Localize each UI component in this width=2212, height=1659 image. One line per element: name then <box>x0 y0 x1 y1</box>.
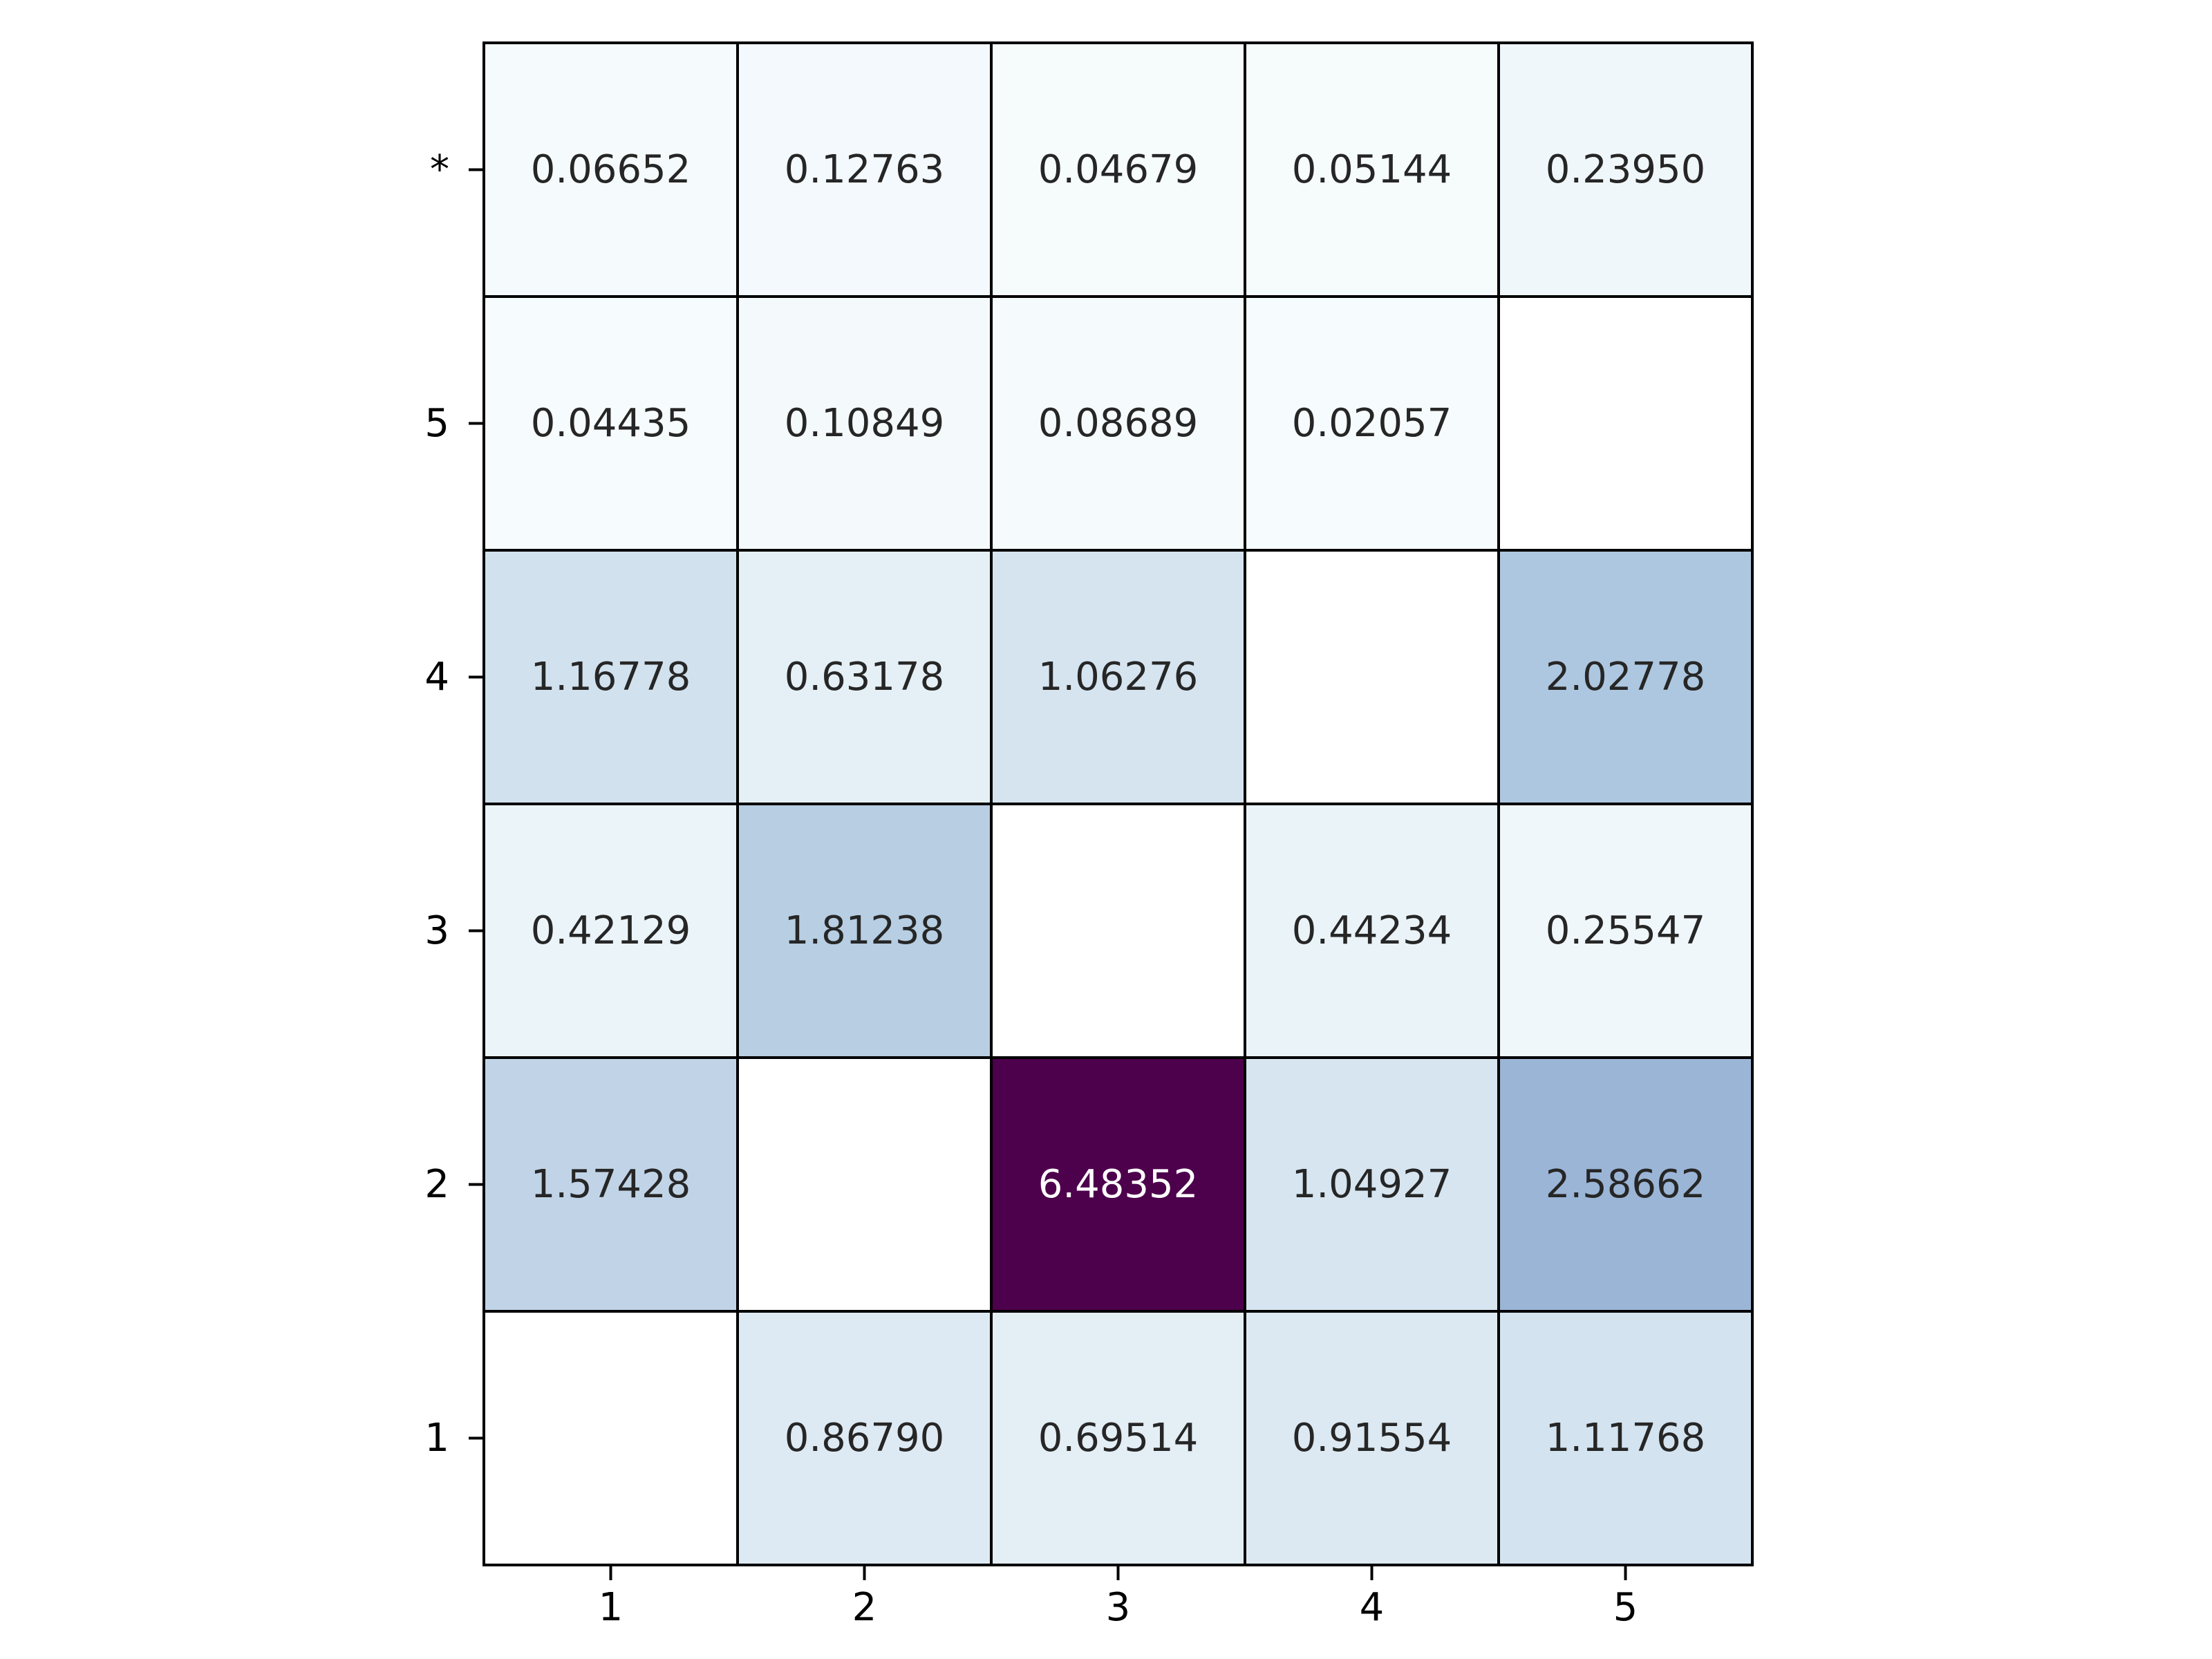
heatmap-cell-r3-c4 <box>1244 549 1500 805</box>
heatmap-cell-label-r4-c5: 0.25547 <box>1546 908 1706 953</box>
heatmap-cell-r2-c3 <box>990 295 1246 552</box>
heatmap-cell-r6-c3 <box>990 1310 1246 1566</box>
heatmap-cell-label-r2-c1: 0.04435 <box>531 401 691 446</box>
heatmap-cell-r6-c2 <box>736 1310 993 1566</box>
heatmap-cell-r1-c1 <box>482 41 739 298</box>
heatmap-cell-label-r4-c4: 0.44234 <box>1292 908 1452 953</box>
x-tick-label-1: 1 <box>599 1585 624 1630</box>
heatmap-cell-label-r3-c1: 1.16778 <box>531 655 691 700</box>
heatmap-cell-r4-c5 <box>1497 803 1754 1059</box>
x-tick-label-5: 5 <box>1613 1585 1638 1630</box>
heatmap-cell-label-r1-c2: 0.12763 <box>785 147 945 192</box>
heatmap-cell-label-r5-c5: 2.58662 <box>1546 1162 1706 1207</box>
x-axis: 1 2 3 4 5 <box>599 1565 1638 1630</box>
heatmap-cell-r6-c5 <box>1497 1310 1754 1566</box>
heatmap-cell-label-r5-c3: 6.48352 <box>1038 1162 1199 1207</box>
y-tick-label-6: 1 <box>424 1416 449 1461</box>
heatmap-cell-r5-c3 <box>990 1056 1246 1313</box>
heatmap-cell-r3-c1 <box>482 549 739 805</box>
heatmap-cell-r1-c5 <box>1497 41 1754 298</box>
y-tick-label-4: 3 <box>424 908 449 953</box>
x-tick-label-3: 3 <box>1106 1585 1131 1630</box>
heatmap-cell-r3-c5 <box>1497 549 1754 805</box>
heatmap-cell-label-r1-c5: 0.23950 <box>1546 147 1706 192</box>
heatmap-cell-r6-c1 <box>482 1310 739 1566</box>
heatmap-cell-label-r3-c3: 1.06276 <box>1038 655 1199 700</box>
heatmap-cell-label-r3-c2: 0.63178 <box>785 655 945 700</box>
y-tick-label-2: 5 <box>424 401 449 446</box>
heatmap-cell-label-r2-c4: 0.02057 <box>1292 401 1452 446</box>
heatmap-cell-label-r4-c1: 0.42129 <box>531 908 691 953</box>
heatmap-cell-r2-c1 <box>482 295 739 552</box>
x-tick-label-2: 2 <box>852 1585 877 1630</box>
heatmap-cell-label-r6-c5: 1.11768 <box>1546 1416 1706 1461</box>
heatmap-cell-r2-c5 <box>1497 295 1754 552</box>
heatmap-cell-r1-c4 <box>1244 41 1500 298</box>
heatmap-cell-r4-c2 <box>736 803 993 1059</box>
heatmap-cell-label-r6-c3: 0.69514 <box>1038 1416 1199 1461</box>
y-tick-label-5: 2 <box>424 1162 449 1207</box>
heatmap-cell-label-r2-c2: 0.10849 <box>785 401 945 446</box>
heatmap-cell-label-r5-c1: 1.57428 <box>531 1162 691 1207</box>
heatmap-cell-label-r6-c2: 0.86790 <box>785 1416 945 1461</box>
heatmap-cell-label-r4-c2: 1.81238 <box>785 908 945 953</box>
heatmap-cell-r4-c1 <box>482 803 739 1059</box>
heatmap-cell-label-r1-c1: 0.06652 <box>531 147 691 192</box>
heatmap-cells: 0.06652 0.12763 0.04679 0.05144 0.23950 0.044… <box>482 41 1754 1566</box>
heatmap-cell-label-r1-c4: 0.05144 <box>1292 147 1452 192</box>
heatmap-cell-r4-c4 <box>1244 803 1500 1059</box>
heatmap-cell-r3-c3 <box>990 549 1246 805</box>
y-axis: * 5 4 3 2 1 <box>424 147 484 1461</box>
y-tick-label-3: 4 <box>424 655 449 700</box>
heatmap-cell-r1-c2 <box>736 41 993 298</box>
heatmap-cell-r4-c3 <box>990 803 1246 1059</box>
heatmap-cell-label-r3-c5: 2.02778 <box>1546 655 1706 700</box>
y-tick-label-1: * <box>430 147 449 192</box>
heatmap-cell-r5-c2 <box>736 1056 993 1313</box>
heatmap-cell-r5-c4 <box>1244 1056 1500 1313</box>
heatmap-cell-r5-c5 <box>1497 1056 1754 1313</box>
x-tick-label-4: 4 <box>1360 1585 1385 1630</box>
heatmap-cell-label-r5-c4: 1.04927 <box>1292 1162 1452 1207</box>
heatmap-cell-label-r2-c3: 0.08689 <box>1038 401 1199 446</box>
heatmap-cell-label-r6-c4: 0.91554 <box>1292 1416 1452 1461</box>
heatmap-cell-label-r1-c3: 0.04679 <box>1038 147 1199 192</box>
